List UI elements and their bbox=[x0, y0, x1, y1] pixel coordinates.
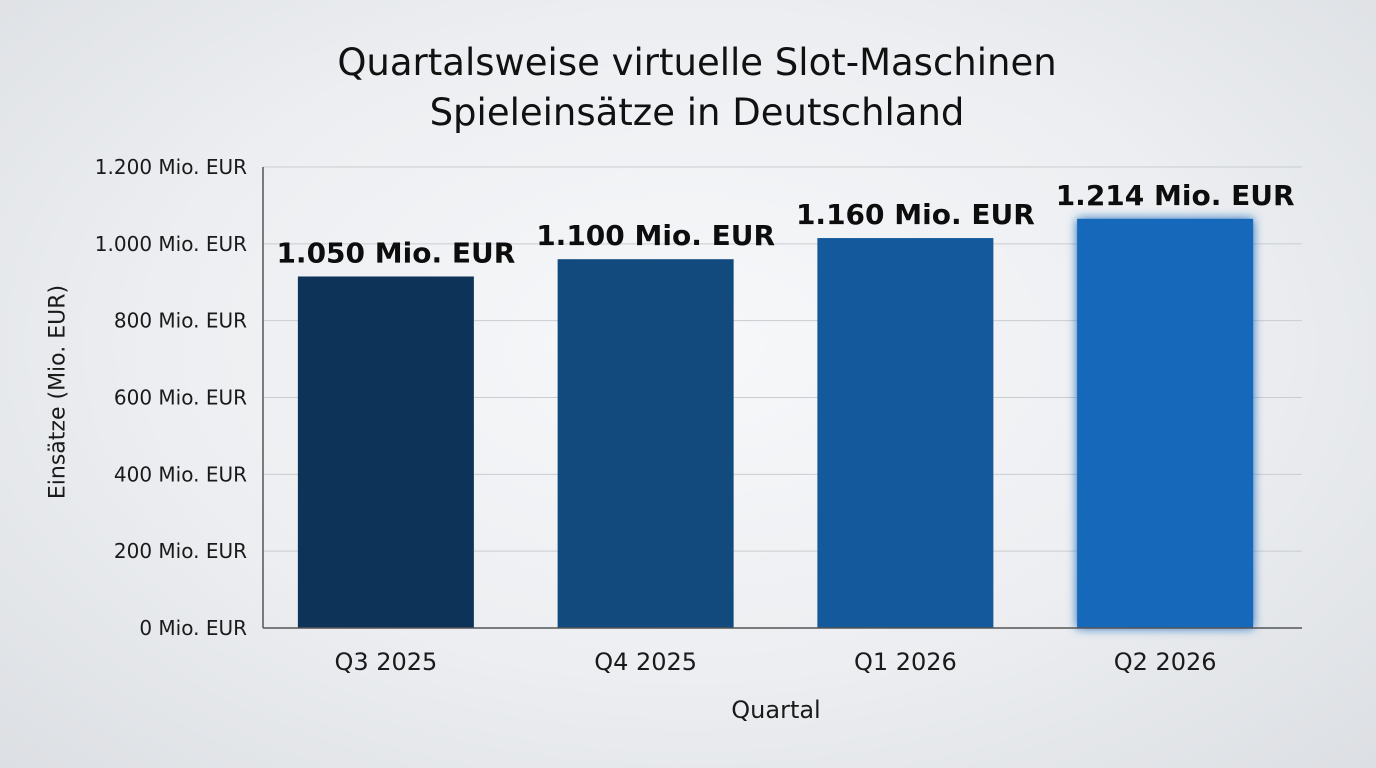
y-tick-label: 200 Mio. EUR bbox=[114, 539, 247, 563]
chart-title-line-2: Spieleinsätze in Deutschland bbox=[429, 91, 965, 134]
data-label: 1.050 Mio. EUR bbox=[276, 236, 515, 269]
bar bbox=[557, 259, 734, 628]
x-tick-label: Q2 2026 bbox=[1114, 648, 1217, 676]
y-tick-label: 400 Mio. EUR bbox=[114, 462, 247, 486]
labels: 0 Mio. EUR 200 Mio. EUR 400 Mio. EUR 600 Mi… bbox=[95, 155, 1295, 676]
bars bbox=[297, 218, 1254, 629]
y-tick-label: 1.200 Mio. EUR bbox=[95, 155, 247, 179]
x-tick-label: Q1 2026 bbox=[854, 648, 957, 676]
data-label: 1.214 Mio. EUR bbox=[1056, 179, 1295, 212]
x-tick-label: Q4 2025 bbox=[594, 648, 697, 676]
y-tick-label: 0 Mio. EUR bbox=[139, 616, 247, 640]
chart-title-line-1: Quartalsweise virtuelle Slot-Maschinen bbox=[337, 41, 1057, 84]
y-tick-label: 800 Mio. EUR bbox=[114, 309, 247, 333]
bar bbox=[297, 276, 474, 628]
x-tick-label: Q3 2025 bbox=[334, 648, 437, 676]
y-tick-label: 1.000 Mio. EUR bbox=[95, 232, 247, 256]
chart-title: Quartalsweise virtuelle Slot-Maschinen S… bbox=[0, 38, 1376, 138]
axes bbox=[262, 167, 1302, 629]
data-label: 1.160 Mio. EUR bbox=[796, 198, 1035, 231]
bar bbox=[817, 238, 994, 628]
y-tick-label: 600 Mio. EUR bbox=[114, 386, 247, 410]
x-axis-title: Quartal bbox=[731, 696, 821, 724]
bar bbox=[1077, 218, 1254, 629]
data-label: 1.100 Mio. EUR bbox=[536, 219, 775, 252]
y-axis-title: Einsätze (Mio. EUR) bbox=[45, 284, 71, 500]
